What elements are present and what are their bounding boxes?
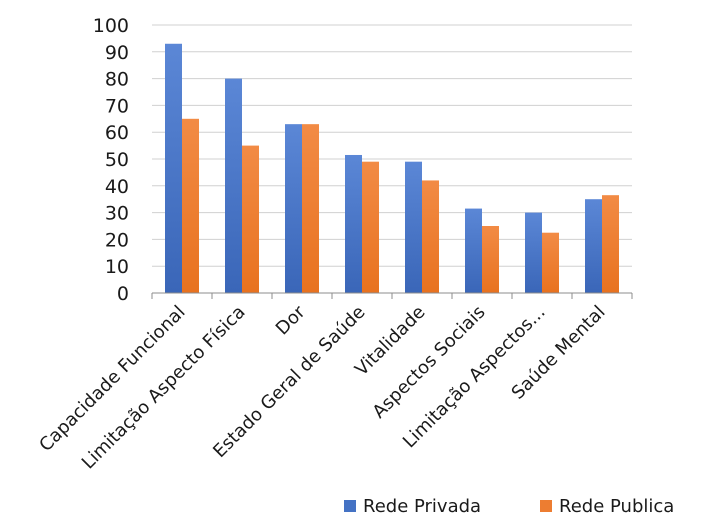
y-tick-label: 10 — [105, 256, 129, 278]
bar-rede-privada — [405, 161, 422, 293]
legend: Rede Privada Rede Publica — [344, 496, 674, 517]
y-tick-label: 90 — [105, 42, 129, 64]
bar-rede-publica — [542, 232, 559, 293]
y-tick-label: 70 — [105, 95, 129, 117]
y-tick-label: 100 — [93, 15, 129, 37]
bar-rede-privada — [345, 154, 362, 293]
y-tick-label: 0 — [117, 283, 129, 305]
bar-rede-publica — [302, 124, 319, 293]
y-tick-label: 30 — [105, 203, 129, 225]
bar-rede-publica — [482, 226, 499, 293]
x-category-label: Dor — [272, 301, 310, 339]
bar-rede-privada — [165, 43, 182, 294]
y-tick-label: 80 — [105, 69, 129, 91]
legend-swatch — [344, 500, 356, 512]
bar-rede-publica — [362, 161, 379, 293]
bar-rede-privada — [525, 212, 542, 293]
bar-rede-publica — [602, 195, 619, 293]
gridlines — [152, 24, 632, 294]
y-tick-label: 50 — [105, 149, 129, 171]
bar-rede-privada — [225, 78, 242, 293]
bar-rede-publica — [242, 145, 259, 293]
bar-rede-privada — [585, 199, 602, 293]
x-category-label: Aspectos Sociais — [369, 302, 490, 423]
bar-rede-privada — [465, 208, 482, 293]
legend-label: Rede Privada — [363, 496, 481, 517]
bar-rede-publica — [422, 180, 439, 293]
y-tick-label: 20 — [105, 229, 129, 251]
legend-swatch — [540, 500, 552, 512]
y-tick-label: 60 — [105, 122, 129, 144]
bar-rede-privada — [285, 124, 302, 293]
bar-rede-publica — [182, 118, 199, 293]
y-tick-label: 40 — [105, 176, 129, 198]
bars — [165, 43, 619, 294]
legend-label: Rede Publica — [559, 496, 674, 517]
